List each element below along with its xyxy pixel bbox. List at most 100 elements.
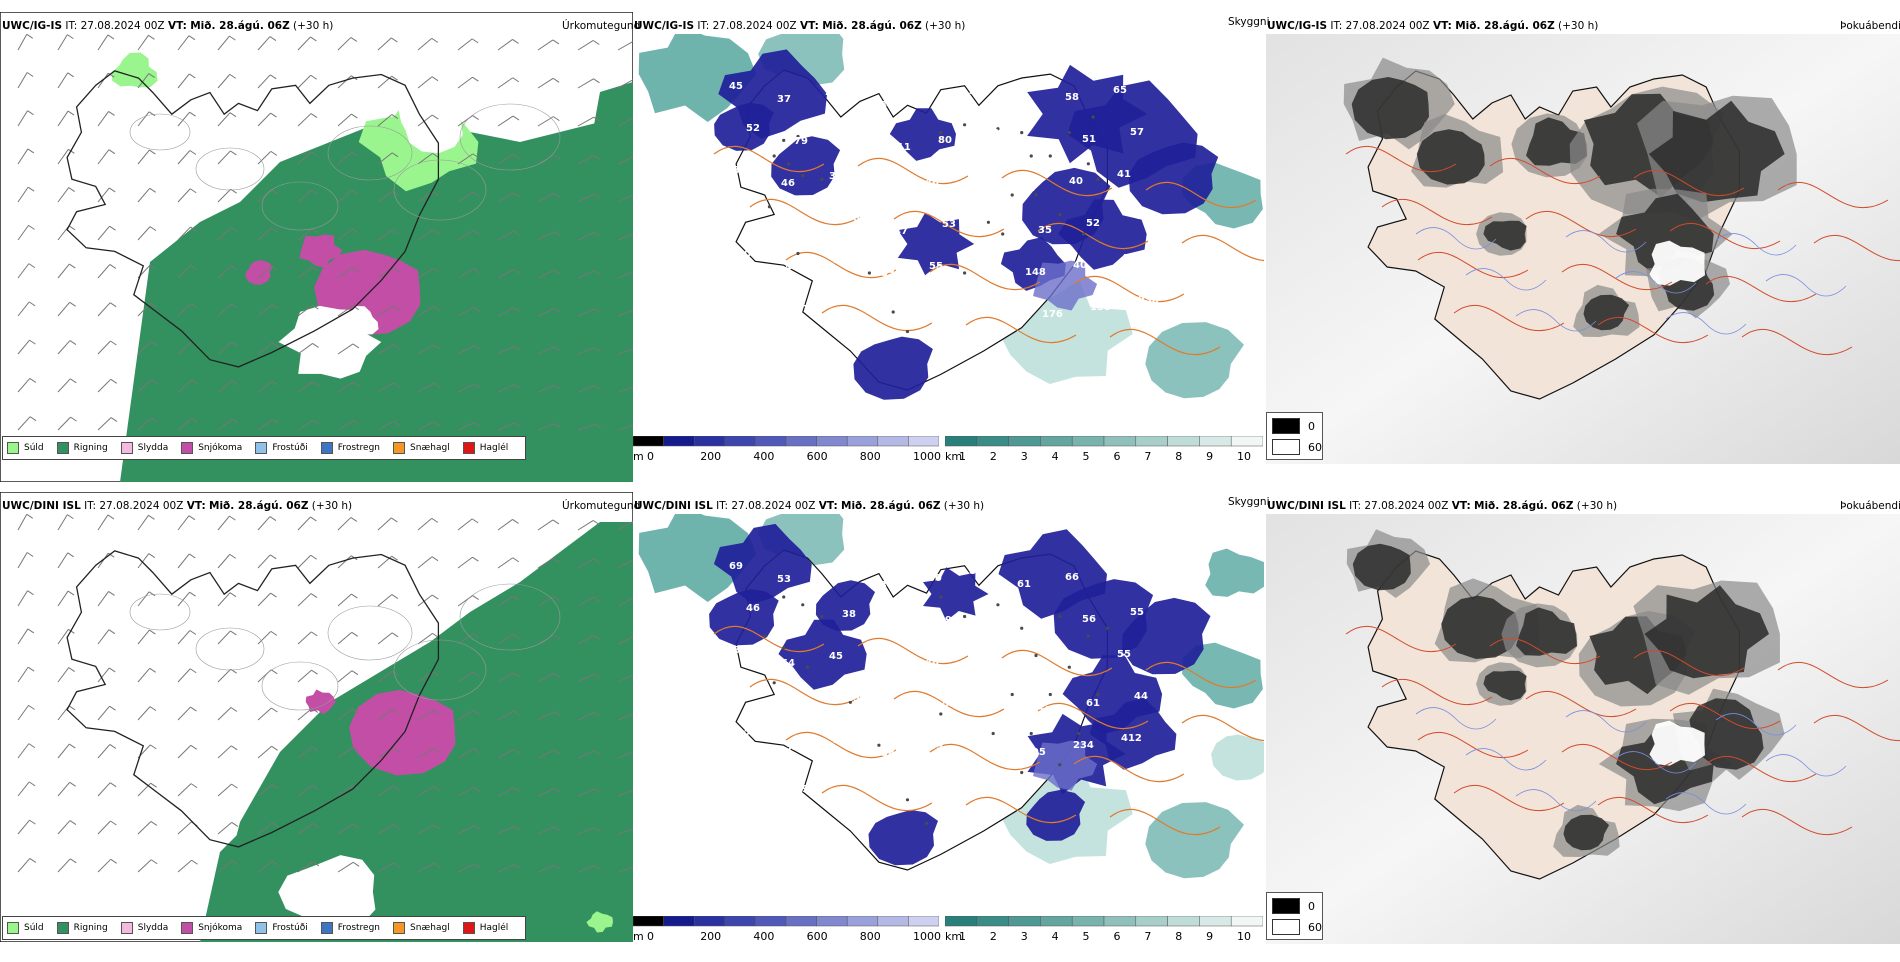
vis-bar-tick: 1	[959, 450, 966, 463]
station-dot	[801, 173, 805, 178]
cloud-base-label: 325	[785, 742, 806, 753]
station-dot	[1020, 131, 1024, 135]
legend-swatch	[320, 442, 333, 454]
legend-label: Frostregn	[337, 923, 381, 933]
vis-bar-swatch	[1199, 436, 1232, 447]
legend-label: Rigning	[73, 443, 108, 453]
cloud-base-label: 45	[1017, 99, 1031, 110]
station-dot	[1034, 193, 1038, 197]
cloud-base-label: 40	[1073, 260, 1087, 271]
cloud-bar-tick: 400	[753, 930, 775, 943]
station-dot	[891, 310, 895, 314]
cloud-base-label: 43	[977, 734, 991, 745]
station-dot	[939, 595, 943, 599]
cloud-bar-tick: 400	[753, 450, 775, 463]
fog-map-top	[1266, 34, 1900, 464]
vis-bar-swatch	[1103, 916, 1137, 927]
cloud-base-label: 53	[754, 291, 768, 302]
cloud-base-label: 150	[921, 573, 942, 584]
cloud-base-label: 38	[873, 100, 887, 111]
cloud-base-label: 44	[1134, 691, 1148, 702]
station-dot	[1010, 692, 1014, 697]
cloud-base-label: 58	[881, 748, 895, 759]
station-dot	[1058, 614, 1062, 619]
legend-item-4: Frostúði	[255, 442, 308, 454]
station-dot	[820, 177, 824, 181]
station-dot	[1058, 763, 1062, 767]
legend-item-1: Rigning	[56, 922, 108, 934]
fog-key-swatch	[1272, 439, 1300, 455]
fog-key-label: 60	[1308, 920, 1322, 934]
panel-type-label-top-3: Þokuábendi	[1840, 20, 1900, 32]
station-dot	[1086, 634, 1090, 638]
cloud-base-label: 35	[1038, 225, 1052, 236]
cloud-base-label: 64	[877, 184, 891, 195]
cloud-base-label: 74	[802, 304, 816, 315]
vis-bar-tick: 6	[1113, 450, 1121, 463]
cloud-base-label: 40	[994, 296, 1008, 307]
legend-item-7: Haglél	[462, 922, 508, 934]
vis-bar-swatches	[945, 436, 1263, 447]
fog-key-label: 0	[1308, 899, 1315, 913]
cloud-bar-swatch	[908, 916, 939, 927]
fog-panel-top	[1266, 34, 1900, 464]
cloud-base-label: 79	[794, 136, 808, 147]
vis-bar-swatch	[1199, 916, 1232, 927]
vis-bar-swatch	[1167, 436, 1200, 447]
cloud-bar-tick: 0	[647, 930, 654, 943]
cloud-base-label: 58	[1065, 92, 1079, 103]
cloud-base-label: 234	[1073, 740, 1094, 751]
vis-bar-tick: 9	[1206, 450, 1214, 463]
legend-swatch	[393, 442, 406, 454]
cloud-base-label: 61	[1017, 579, 1031, 590]
cloud-base-label: 37	[969, 86, 983, 97]
legend-label: Snæhagl	[410, 923, 450, 933]
cloud-base-label: 38	[842, 609, 856, 620]
cloud-base-label: 52	[1086, 218, 1100, 229]
station-dot	[1077, 731, 1081, 736]
cloud-base-label: 80	[938, 135, 952, 146]
cloud-base-label: 71	[986, 128, 1000, 139]
cloud-bar-swatch	[663, 436, 695, 447]
legend-label: Súld	[24, 443, 44, 453]
cloud-base-label: 60	[737, 249, 751, 260]
station-dot	[801, 603, 805, 607]
vis-bar-swatch	[1008, 436, 1041, 447]
cloud-base-label: 50	[973, 170, 987, 181]
legend-item-0: Súld	[7, 442, 44, 454]
panel-header-bottom-2: UWC/DINI ISL IT: 27.08.2024 00Z VT: Mið.…	[634, 500, 985, 512]
cloud-bar-tick: 200	[700, 930, 722, 943]
fog-key-swatch	[1272, 919, 1300, 935]
station-dot	[877, 743, 881, 747]
cloud-base-colorbar-bottom: m 0 200 400 600 800 1000	[633, 916, 941, 944]
station-dot	[796, 251, 800, 256]
vis-bar-tick: 7	[1144, 450, 1152, 463]
station-dot	[782, 595, 786, 599]
precip-type-panel-bottom: Súld Rigning Slydda Snjókoma Frostúði Frostre…	[0, 492, 633, 962]
vis-bar-tick: 1	[959, 930, 966, 943]
vis-bar-swatch	[976, 916, 1009, 927]
vis-bar-tick: 4	[1051, 930, 1059, 943]
legend-swatch	[56, 442, 69, 454]
cloud-base-label: 37	[921, 93, 935, 104]
cloud-base-label: 64	[781, 658, 795, 669]
cloud-base-label: 51	[990, 692, 1004, 703]
vis-bar-swatch	[1071, 916, 1105, 927]
legend-swatch	[255, 442, 268, 454]
cloud-base-label: 43	[898, 310, 912, 321]
precip-map-top	[0, 12, 633, 482]
cloud-bar-swatch	[663, 916, 695, 927]
cloud-base-label: 72	[850, 297, 864, 308]
vis-bar-swatch	[1040, 916, 1073, 927]
cloud-base-label: 39	[733, 165, 747, 176]
cloud-bar-tick: 200	[700, 450, 722, 463]
fog-key-row: 60	[1272, 439, 1322, 455]
precip-legend-bottom: Súld Rigning Slydda Snjókoma Frostúði Frostre…	[2, 916, 527, 940]
legend-item-5: Frostregn	[320, 922, 381, 934]
cloud-base-label: 176	[1042, 309, 1063, 320]
cloud-base-label: 65	[986, 608, 1000, 619]
cloud-base-label: 222	[833, 735, 854, 746]
cloud-base-label: 52	[1021, 183, 1035, 194]
cloud-base-label: 57	[1130, 127, 1144, 138]
cloud-base-label: 67	[1021, 663, 1035, 674]
